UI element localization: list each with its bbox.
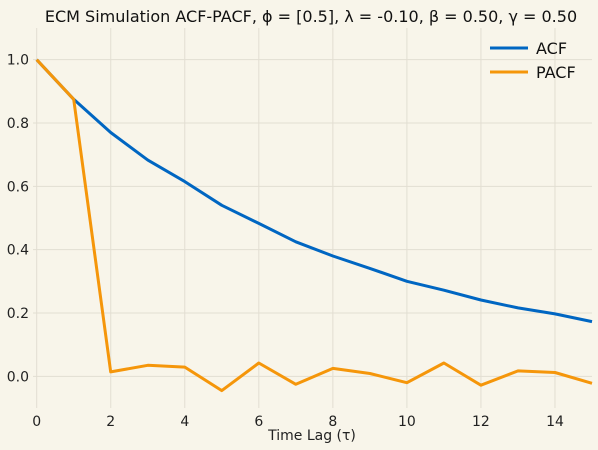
y-tick-label: 0.4 bbox=[7, 243, 29, 259]
chart-title: ECM Simulation ACF-PACF, ϕ = [0.5], λ = … bbox=[45, 7, 577, 26]
x-tick-label: 4 bbox=[180, 414, 189, 430]
legend-label-acf: ACF bbox=[536, 39, 567, 58]
y-tick-label: 1.0 bbox=[7, 53, 29, 69]
series-line-acf bbox=[35, 58, 593, 324]
series-line-pacf bbox=[35, 58, 593, 393]
series-lines bbox=[35, 58, 593, 393]
x-tick-label: 2 bbox=[106, 414, 115, 430]
x-axis-title: Time Lag (τ) bbox=[267, 428, 356, 444]
legend-label-pacf: PACF bbox=[536, 63, 576, 82]
x-tick-label: 0 bbox=[32, 414, 41, 430]
y-tick-label: 0.8 bbox=[7, 116, 29, 132]
x-tick-label: 8 bbox=[328, 414, 337, 430]
tick-labels: 0 2 4 6 8 10 12 14 0.0 0.2 0.4 0.6 0.8 1.0 bbox=[7, 53, 564, 430]
y-tick-label: 0.0 bbox=[7, 369, 29, 385]
x-tick-label: 12 bbox=[472, 414, 490, 430]
y-tick-label: 0.6 bbox=[7, 179, 29, 195]
x-tick-label: 6 bbox=[254, 414, 263, 430]
x-tick-label: 14 bbox=[546, 414, 564, 430]
legend: ACF PACF bbox=[490, 39, 576, 82]
y-tick-label: 0.2 bbox=[7, 306, 29, 322]
x-tick-label: 10 bbox=[398, 414, 416, 430]
